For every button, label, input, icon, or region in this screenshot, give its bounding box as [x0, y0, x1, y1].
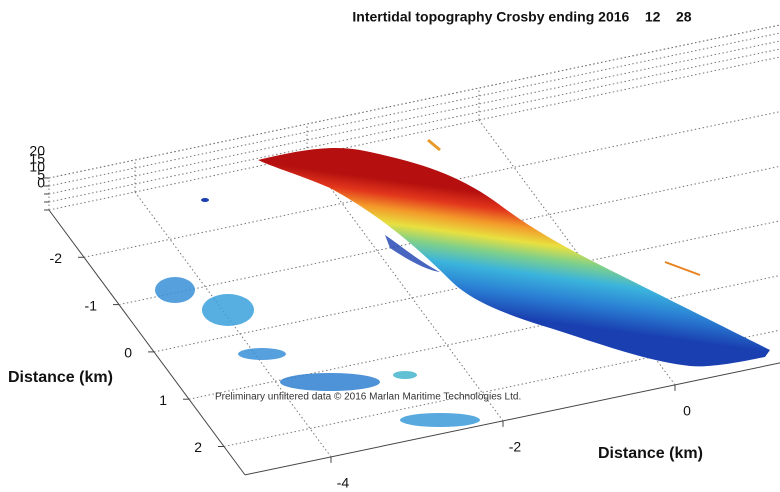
watermark: Preliminary unfiltered data © 2016 Marla…	[215, 392, 521, 403]
y-tick-label: -2	[50, 250, 63, 266]
y-tick-label: 2	[194, 439, 202, 455]
x-axis-label: Distance (km)	[598, 445, 703, 462]
surface-fragment	[202, 294, 254, 326]
y-tick-label: 1	[159, 392, 167, 408]
y-tick-label: 0	[124, 345, 132, 361]
x-tick-label: -4	[337, 475, 350, 491]
surface-fragment	[393, 371, 417, 379]
y-tick-label: -1	[85, 297, 98, 313]
surface-fragment	[665, 262, 700, 275]
surface-fragment	[238, 348, 286, 360]
z-tick-label: 20	[29, 143, 45, 159]
surface-fragment	[280, 373, 380, 391]
surface-fragment	[155, 277, 195, 303]
grid-line	[49, 33, 780, 186]
surface-fragment	[428, 140, 440, 150]
surface-band	[258, 148, 770, 366]
grid	[44, 25, 780, 475]
chart-title: Intertidal topography Crosby ending 2016…	[352, 9, 691, 25]
chart: Intertidal topography Crosby ending 2016…	[0, 0, 780, 492]
y-axis-label: Distance (km)	[8, 369, 113, 386]
grid-line	[49, 25, 780, 178]
surface-fragment	[400, 413, 480, 427]
x-tick-label: 0	[683, 403, 691, 419]
x-tick-label: -2	[509, 439, 522, 455]
axis-line	[49, 210, 245, 475]
surface-fragment	[201, 198, 209, 202]
